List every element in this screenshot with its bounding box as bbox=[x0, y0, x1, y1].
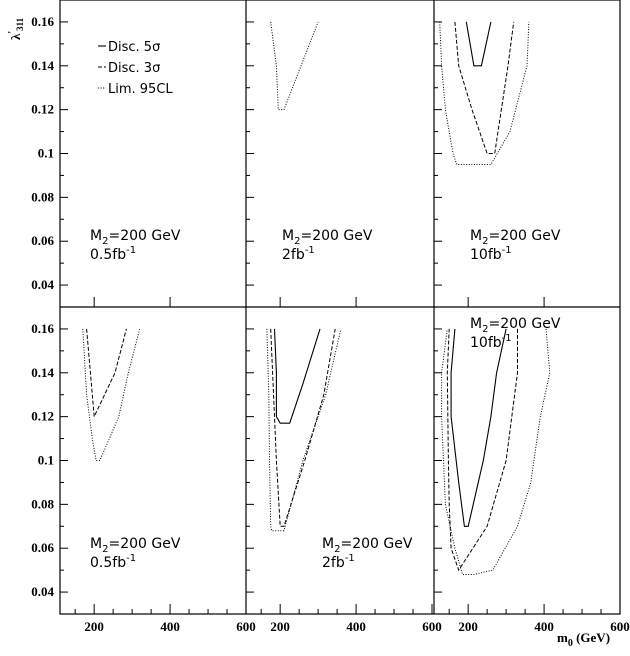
legend-label: Disc. 3σ bbox=[108, 61, 160, 76]
panel-annotation-luminosity: 2fb-1 bbox=[322, 553, 355, 571]
y-tick-label: 0.14 bbox=[31, 58, 54, 73]
x-tick-label: 400 bbox=[160, 619, 180, 634]
x-tick-label: 400 bbox=[346, 619, 366, 634]
x-tick-label: 200 bbox=[458, 619, 478, 634]
x-tick-label: 200 bbox=[270, 619, 290, 634]
contour-dotted bbox=[266, 328, 342, 532]
y-tick-label: 0.04 bbox=[31, 584, 54, 599]
y-tick-label: 0.06 bbox=[31, 540, 54, 555]
contour-dashed bbox=[454, 21, 515, 154]
legend-label: Lim. 95CL bbox=[108, 82, 173, 97]
contour-dotted bbox=[82, 328, 141, 461]
x-tick-label: 600 bbox=[236, 619, 256, 634]
contour-dashed bbox=[86, 328, 127, 419]
x-tick-label: 600 bbox=[610, 619, 630, 634]
y-tick-label: 0.1 bbox=[38, 146, 54, 161]
y-tick-label: 0.14 bbox=[31, 365, 54, 380]
y-tick-label: 0.08 bbox=[31, 496, 54, 511]
contour-dotted bbox=[441, 328, 551, 575]
x-tick-label: 400 bbox=[534, 619, 554, 634]
panel-annotation-mass: M2=200 GeV bbox=[470, 316, 561, 335]
panel-annotation-mass: M2=200 GeV bbox=[322, 536, 413, 555]
y-tick-label: 0.16 bbox=[31, 14, 54, 29]
panel-annotation-mass: M2=200 GeV bbox=[282, 228, 373, 247]
y-tick-label: 0.16 bbox=[31, 321, 54, 336]
contour-dashed bbox=[446, 328, 518, 572]
legend: Disc. 5σ Disc. 3σ Lim. 95CL bbox=[98, 40, 173, 97]
panel-annotation-luminosity: 10fb-1 bbox=[470, 245, 512, 263]
y-tick-label: 0.1 bbox=[38, 453, 54, 468]
contour-dotted bbox=[270, 21, 319, 111]
contour-solid bbox=[465, 21, 492, 67]
panel-annotation-luminosity: 10fb-1 bbox=[470, 333, 512, 351]
panel-annotation-mass: M2=200 GeV bbox=[90, 536, 181, 555]
panel-annotation-luminosity: 2fb-1 bbox=[282, 245, 315, 263]
y-tick-label: 0.06 bbox=[31, 233, 54, 248]
axes-layer: 0.04 0.06 0.08 0.1 0.12 0.14 0.16 0.04 0.06 0.08 0… bbox=[31, 0, 630, 634]
panel-annotation-luminosity: 0.5fb-1 bbox=[90, 245, 136, 263]
panel-annotation-luminosity: 0.5fb-1 bbox=[90, 553, 136, 571]
y-tick-label: 0.08 bbox=[31, 189, 54, 204]
legend-label: Disc. 5σ bbox=[108, 40, 160, 55]
x-tick-label: 200 bbox=[84, 619, 104, 634]
x-tick-label: 600 bbox=[422, 619, 442, 634]
y-axis-title: λ'311 bbox=[7, 17, 25, 40]
y-tick-label: 0.12 bbox=[31, 409, 54, 424]
contour-solid bbox=[450, 328, 507, 527]
contour-solid bbox=[273, 328, 321, 424]
contour-dashed bbox=[270, 328, 336, 527]
y-tick-label: 0.04 bbox=[31, 277, 54, 292]
x-axis-title: m0 (GeV) bbox=[557, 630, 610, 649]
panel-annotation-mass: M2=200 GeV bbox=[470, 228, 561, 247]
contour-dotted bbox=[439, 21, 530, 165]
panel-annotation-mass: M2=200 GeV bbox=[90, 228, 181, 247]
y-tick-label: 0.12 bbox=[31, 102, 54, 117]
